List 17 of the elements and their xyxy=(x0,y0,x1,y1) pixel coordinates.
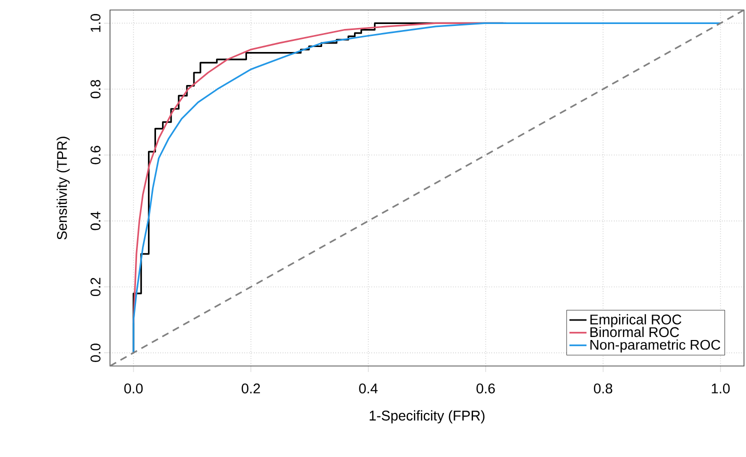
x-tick-label: 0.2 xyxy=(242,384,260,394)
y-tick-label: 0.0 xyxy=(90,344,100,362)
x-tick-label: 0.6 xyxy=(476,384,495,394)
y-tick-label: 0.8 xyxy=(90,80,100,98)
legend-label: Empirical ROC xyxy=(590,314,682,328)
y-tick-label: 1.0 xyxy=(90,14,100,32)
y-tick-label: 0.6 xyxy=(90,146,100,164)
x-tick-label: 0.0 xyxy=(124,384,143,394)
y-tick-label: 0.4 xyxy=(90,212,100,230)
x-axis-title: 1-Specificity (FPR) xyxy=(370,410,484,424)
legend-label: Non-parametric ROC xyxy=(590,339,720,353)
x-tick-label: 1.0 xyxy=(712,384,730,394)
y-tick-label: 0.2 xyxy=(90,278,100,296)
legend-label: Binormal ROC xyxy=(590,326,679,338)
x-tick-label: 0.4 xyxy=(359,384,378,394)
x-tick-label: 0.8 xyxy=(594,384,612,394)
y-axis-title: Sensitivity (TPR) xyxy=(56,136,70,240)
